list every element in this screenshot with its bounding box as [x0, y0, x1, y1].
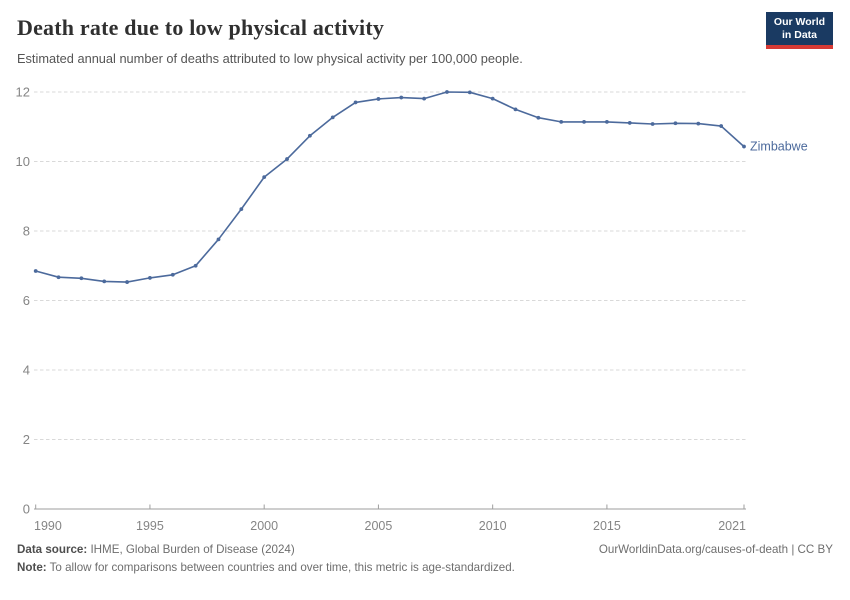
y-tick-labels: 0 2 4 6 8 10 12 [16, 85, 30, 517]
x-tick-labels: 1990 1995 2000 2005 2010 2015 2021 [34, 519, 746, 533]
svg-text:12: 12 [16, 85, 30, 100]
chart-subtitle: Estimated annual number of deaths attrib… [17, 51, 523, 66]
chart-note: Note: To allow for comparisons between c… [17, 561, 833, 574]
svg-text:1990: 1990 [34, 519, 62, 533]
note-text: To allow for comparisons between countri… [46, 561, 515, 574]
svg-text:8: 8 [23, 224, 30, 239]
chart-footer: Data source: IHME, Global Burden of Dise… [17, 543, 833, 574]
data-source: Data source: IHME, Global Burden of Dise… [17, 543, 295, 556]
note-label: Note: [17, 561, 47, 574]
svg-text:6: 6 [23, 293, 30, 308]
zimbabwe-data-points [33, 90, 746, 284]
svg-text:2010: 2010 [479, 519, 507, 533]
logo-line1: Our World [773, 16, 826, 28]
data-source-text: IHME, Global Burden of Disease (2024) [87, 543, 295, 556]
svg-text:1995: 1995 [136, 519, 164, 533]
x-axis [34, 504, 746, 510]
logo-line2: in Data [781, 29, 817, 42]
data-source-label: Data source: [17, 543, 88, 556]
svg-text:2000: 2000 [250, 519, 278, 533]
svg-text:2005: 2005 [365, 519, 393, 533]
owid-logo: Our World in Data [766, 12, 833, 50]
svg-text:2: 2 [23, 432, 30, 447]
zimbabwe-line [35, 91, 745, 283]
gridlines [34, 91, 746, 440]
svg-text:10: 10 [16, 154, 30, 169]
svg-text:2015: 2015 [593, 519, 621, 533]
series-end-label: Zimbabwe [750, 140, 808, 154]
attribution: OurWorldinData.org/causes-of-death | CC … [598, 543, 833, 556]
chart-title: Death rate due to low physical activity [17, 15, 385, 40]
svg-text:0: 0 [23, 502, 30, 517]
svg-text:4: 4 [23, 363, 30, 378]
svg-text:2021: 2021 [718, 519, 746, 533]
line-chart: 0 2 4 6 8 10 12 1990 1995 2000 2005 2010 2015 2021 Zim… [16, 85, 808, 534]
